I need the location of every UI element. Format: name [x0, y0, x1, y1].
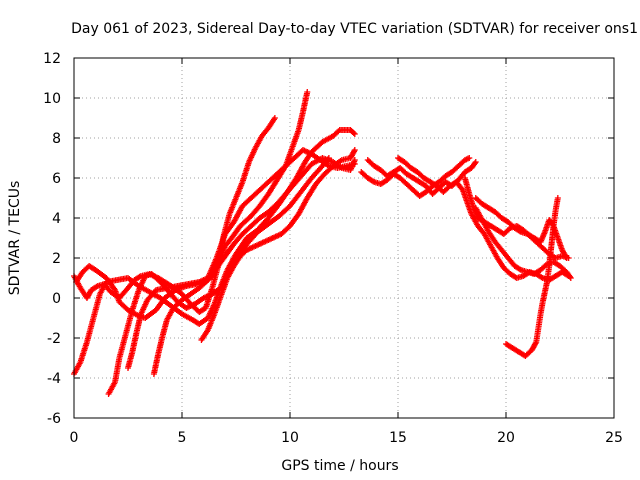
data-point: [532, 340, 539, 347]
data-point: [538, 274, 545, 281]
data-point: [471, 160, 478, 167]
data-point: [335, 128, 342, 135]
data-point: [351, 148, 358, 155]
data-point: [369, 178, 376, 185]
data-point: [563, 255, 570, 261]
x-tick-label: 5: [178, 430, 187, 446]
x-tick-label: 10: [281, 430, 299, 446]
series-track-f: [150, 155, 358, 377]
data-point: [136, 273, 143, 280]
tick-layer: 0 5 10 15 20 25 -6 -4 -2 0 2 4 6 8 10 12: [43, 51, 623, 446]
x-axis-label: GPS time / hours: [281, 458, 398, 474]
series-track-g: [198, 147, 358, 343]
y-tick-label: 10: [43, 91, 61, 107]
data-point: [466, 155, 473, 161]
y-tick-label: 0: [52, 291, 61, 307]
chart-title: Day 061 of 2023, Sidereal Day-to-day VTE…: [71, 21, 638, 37]
data-point: [350, 130, 357, 136]
plot-frame: [73, 57, 615, 419]
y-tick-label: -2: [47, 331, 61, 347]
data-point: [566, 273, 573, 280]
x-tick-label: 0: [70, 430, 79, 446]
data-point: [351, 131, 358, 137]
data-point: [562, 253, 569, 260]
data-point: [304, 89, 311, 95]
data-point: [351, 147, 358, 153]
data-point: [554, 195, 561, 201]
x-tick-label: 15: [389, 430, 407, 446]
series-track-l: [472, 205, 574, 281]
data-point: [516, 266, 523, 273]
y-tick-label: 2: [52, 251, 61, 267]
y-tick-label: 12: [43, 51, 61, 67]
y-axis-label: SDTVAR / TECUs: [7, 181, 23, 296]
y-tick-label: 4: [52, 211, 61, 227]
x-tick-label: 20: [497, 430, 515, 446]
data-point: [93, 283, 100, 290]
data-point: [516, 228, 523, 235]
data-point: [351, 157, 358, 163]
y-tick-label: 8: [52, 131, 61, 147]
y-tick-label: -6: [47, 411, 61, 427]
data-point: [567, 275, 574, 281]
grid-layer: [74, 58, 614, 418]
data-point: [472, 159, 479, 165]
data-layer: [71, 89, 574, 397]
y-tick-label: 6: [52, 171, 61, 187]
x-tick-label: 25: [605, 430, 623, 446]
data-point: [271, 115, 278, 121]
y-tick-label: -4: [47, 371, 61, 387]
series-track-n: [503, 195, 561, 359]
